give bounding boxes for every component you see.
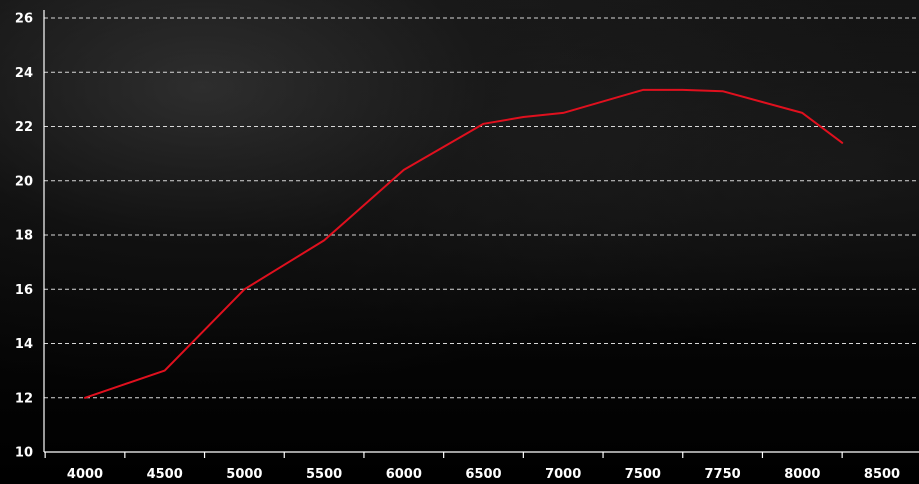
y-tick-label-16: 16	[15, 283, 33, 298]
y-tick-label-24: 24	[15, 66, 33, 81]
y-tick-label-20: 20	[15, 174, 33, 189]
x-tick-label-8500: 8500	[864, 467, 900, 482]
y-tick-label-14: 14	[15, 337, 33, 352]
x-tick-label-4000: 4000	[67, 467, 103, 482]
x-tick-label-5500: 5500	[306, 467, 342, 482]
y-tick-label-10: 10	[15, 446, 33, 461]
y-tick-labels: 10 12 14 16 18 20 22 24 26	[15, 12, 33, 461]
y-tick-label-26: 26	[15, 12, 33, 27]
x-tick-label-6500: 6500	[465, 467, 501, 482]
x-tick-label-6000: 6000	[386, 467, 422, 482]
axes	[43, 10, 919, 458]
x-tick-label-7500: 7500	[625, 467, 661, 482]
series-line-0	[84, 88, 844, 399]
y-tick-label-18: 18	[15, 229, 33, 244]
series-layer	[84, 88, 844, 399]
y-tick-label-12: 12	[15, 391, 33, 406]
y-tick-label-22: 22	[15, 120, 33, 135]
x-tick-labels: 4000 4500 5000 5500 6000 6500 7000 7500 7750 8000…	[67, 467, 900, 482]
x-tick-label-5000: 5000	[226, 467, 262, 482]
x-tick-label-4500: 4500	[147, 467, 183, 482]
x-tick-label-8000: 8000	[784, 467, 820, 482]
x-tick-label-7000: 7000	[545, 467, 581, 482]
grid-lines	[44, 17, 919, 399]
x-tick-label-7750: 7750	[705, 467, 741, 482]
